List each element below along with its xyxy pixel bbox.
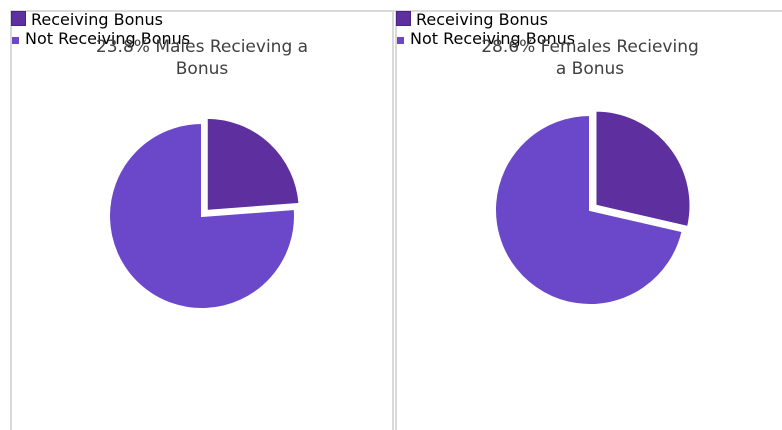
- chart-title: 28.6% Females Recieving a Bonus: [481, 37, 699, 79]
- legend-swatch: [11, 11, 26, 26]
- legend-swatch: [397, 37, 404, 44]
- divider: [392, 10, 397, 430]
- legend-item: Not Receiving Bonus: [397, 29, 770, 48]
- pie-slice: [205, 116, 301, 212]
- pie-slice: [494, 113, 684, 306]
- legend-item: Receiving Bonus: [11, 10, 392, 29]
- legend-swatch: [396, 11, 411, 26]
- pie-slice: [594, 109, 692, 229]
- legend-swatch: [12, 37, 19, 44]
- chart-title: 23.8% Males Recieving a Bonus: [95, 37, 309, 79]
- legend-label: Receiving Bonus: [416, 10, 549, 29]
- pie-chart: [494, 109, 692, 306]
- legend-label: Not Receiving Bonus: [25, 29, 191, 48]
- pie-chart: [108, 116, 301, 310]
- chart-panel: Receiving Bonus Not Receiving Bonus 28.6% …: [396, 10, 770, 430]
- pie-slice: [108, 121, 296, 310]
- chart-panel: Receiving Bonus Not Receiving Bonus 23.8% …: [11, 10, 392, 430]
- legend-item: Not Receiving Bonus: [12, 29, 392, 48]
- legend-label: Receiving Bonus: [31, 10, 164, 29]
- legend-item: Receiving Bonus: [396, 10, 770, 29]
- legend-label: Not Receiving Bonus: [410, 29, 576, 48]
